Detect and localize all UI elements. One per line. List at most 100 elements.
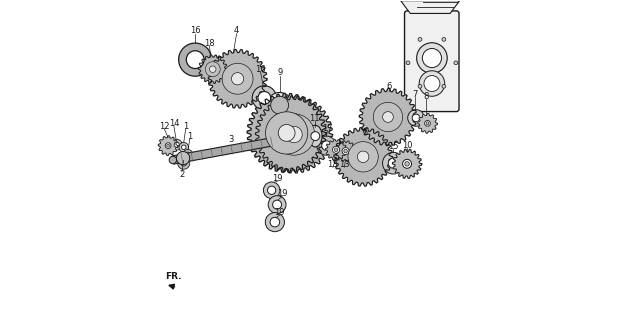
Text: 17: 17 [322,124,333,132]
Circle shape [418,84,422,88]
Circle shape [373,102,402,132]
Text: 10: 10 [402,141,412,150]
Circle shape [348,142,378,172]
Circle shape [171,139,182,150]
Text: 18: 18 [204,39,215,48]
Circle shape [178,157,190,169]
Circle shape [176,151,190,165]
Text: 9: 9 [277,68,282,77]
Circle shape [388,158,399,168]
Text: 7: 7 [412,90,418,99]
Circle shape [419,71,445,96]
Circle shape [383,112,393,122]
Circle shape [179,43,212,76]
Circle shape [232,74,243,84]
Text: 19: 19 [274,208,285,217]
Circle shape [422,49,442,68]
Circle shape [186,51,204,68]
Circle shape [317,136,336,155]
Circle shape [258,92,271,104]
Circle shape [267,92,292,118]
Circle shape [321,141,331,150]
Circle shape [271,96,288,114]
Circle shape [165,143,171,148]
Circle shape [267,186,276,195]
Polygon shape [247,93,326,172]
Circle shape [405,162,409,166]
Circle shape [280,121,308,148]
Circle shape [358,152,368,162]
Circle shape [384,113,392,122]
Circle shape [275,100,285,110]
Text: 16: 16 [190,27,201,36]
Circle shape [169,156,177,164]
Text: 19: 19 [277,189,287,198]
Polygon shape [255,96,333,173]
FancyBboxPatch shape [404,11,459,112]
Circle shape [454,61,458,65]
Circle shape [181,145,186,149]
Text: 5: 5 [363,128,368,137]
Text: 8: 8 [423,92,428,101]
Circle shape [442,84,446,88]
Circle shape [181,160,187,166]
Polygon shape [326,139,346,160]
Circle shape [379,108,397,126]
Circle shape [424,76,440,92]
Ellipse shape [308,125,322,147]
Circle shape [183,149,193,159]
Text: 12: 12 [159,122,169,131]
Circle shape [417,43,447,73]
Text: 19: 19 [272,174,283,183]
Circle shape [354,147,373,166]
Text: 4: 4 [234,27,239,36]
Circle shape [264,182,280,198]
Circle shape [287,128,301,141]
Text: 16: 16 [255,65,266,74]
Circle shape [273,119,301,147]
Circle shape [358,151,369,163]
Circle shape [402,159,412,168]
Circle shape [442,37,446,41]
Circle shape [273,200,282,209]
Polygon shape [401,1,460,13]
Polygon shape [334,128,392,186]
Polygon shape [335,140,356,162]
Circle shape [209,66,216,72]
Circle shape [418,37,422,41]
Circle shape [412,114,420,122]
Circle shape [252,86,277,110]
Circle shape [426,122,429,125]
Polygon shape [198,55,227,84]
Polygon shape [359,88,417,146]
Circle shape [232,73,244,85]
Text: 13: 13 [328,160,338,169]
Circle shape [268,196,286,213]
Circle shape [167,144,169,147]
Circle shape [265,212,285,232]
Polygon shape [158,136,178,156]
Circle shape [179,142,189,152]
Circle shape [186,152,190,156]
Text: 1: 1 [183,122,188,131]
Circle shape [210,67,216,72]
Text: 11: 11 [310,114,320,123]
Circle shape [270,217,280,227]
Circle shape [425,121,430,126]
Circle shape [333,146,340,153]
Text: FR.: FR. [165,272,182,281]
Text: 13: 13 [339,160,350,169]
Polygon shape [208,50,267,108]
Circle shape [278,124,295,141]
Text: 6: 6 [386,82,391,91]
Text: 15: 15 [388,142,399,151]
Text: 1: 1 [187,132,193,140]
Circle shape [286,126,302,143]
Text: 2: 2 [179,170,184,179]
Circle shape [406,61,410,65]
Polygon shape [392,149,422,179]
Circle shape [207,64,218,75]
Circle shape [273,114,315,155]
Circle shape [335,148,338,152]
Circle shape [280,126,293,140]
